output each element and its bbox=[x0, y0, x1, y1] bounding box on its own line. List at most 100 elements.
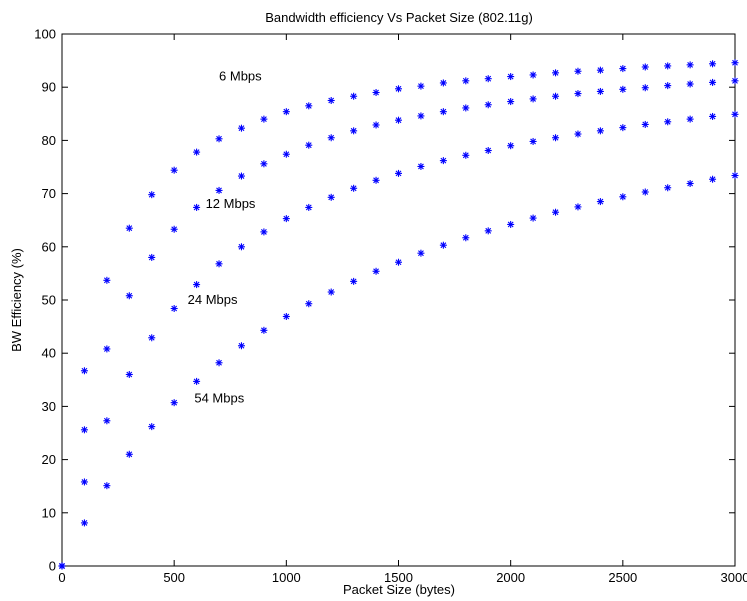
data-point bbox=[417, 82, 425, 90]
data-point bbox=[574, 67, 582, 75]
data-point bbox=[731, 172, 739, 180]
data-point bbox=[103, 276, 111, 284]
data-point bbox=[596, 66, 604, 74]
data-point bbox=[619, 85, 627, 93]
data-point bbox=[596, 127, 604, 135]
data-point bbox=[260, 326, 268, 334]
data-point bbox=[439, 108, 447, 116]
data-point bbox=[686, 61, 694, 69]
data-point bbox=[125, 450, 133, 458]
data-point bbox=[484, 101, 492, 109]
data-point bbox=[80, 478, 88, 486]
y-tick-label: 60 bbox=[42, 239, 56, 254]
y-tick-label: 10 bbox=[42, 505, 56, 520]
data-point bbox=[80, 519, 88, 527]
data-point bbox=[103, 482, 111, 490]
series-label: 12 Mbps bbox=[206, 196, 256, 211]
x-tick-label: 2500 bbox=[608, 570, 637, 585]
data-point bbox=[350, 127, 358, 135]
data-point bbox=[125, 370, 133, 378]
data-point bbox=[529, 137, 537, 145]
data-point bbox=[395, 116, 402, 124]
y-tick-label: 20 bbox=[42, 452, 56, 467]
data-point bbox=[507, 142, 515, 150]
series-label: 24 Mbps bbox=[188, 292, 238, 307]
data-point bbox=[193, 148, 201, 156]
data-point bbox=[327, 97, 335, 104]
data-point bbox=[193, 377, 201, 385]
data-point bbox=[484, 227, 492, 235]
data-point bbox=[215, 135, 223, 143]
data-point bbox=[282, 312, 290, 320]
data-point bbox=[529, 95, 537, 103]
y-tick-label: 100 bbox=[34, 27, 56, 42]
data-point bbox=[731, 110, 739, 118]
data-point bbox=[619, 65, 627, 73]
data-point bbox=[125, 224, 133, 232]
data-point bbox=[148, 334, 156, 342]
data-point bbox=[237, 342, 245, 350]
data-point bbox=[215, 260, 223, 268]
data-point bbox=[215, 359, 223, 367]
data-point bbox=[439, 157, 447, 165]
data-point bbox=[574, 203, 582, 211]
data-point bbox=[372, 89, 380, 97]
y-tick-label: 40 bbox=[42, 346, 56, 361]
data-point bbox=[237, 243, 245, 251]
data-point bbox=[686, 115, 694, 123]
data-point bbox=[574, 90, 582, 98]
data-point bbox=[80, 426, 88, 434]
data-point bbox=[350, 184, 358, 192]
data-point bbox=[372, 267, 380, 275]
data-point bbox=[507, 220, 515, 228]
chart-title: Bandwidth efficiency Vs Packet Size (802… bbox=[265, 10, 533, 25]
y-tick-label: 70 bbox=[42, 186, 56, 201]
data-point bbox=[484, 75, 492, 83]
data-point bbox=[80, 367, 88, 375]
data-point bbox=[664, 184, 672, 192]
data-point bbox=[125, 292, 133, 300]
data-point bbox=[417, 249, 425, 257]
data-point bbox=[260, 228, 268, 236]
data-point bbox=[282, 215, 290, 223]
data-point bbox=[395, 258, 402, 266]
y-tick-label: 50 bbox=[42, 293, 56, 308]
data-point bbox=[260, 115, 268, 123]
data-point bbox=[596, 198, 604, 206]
data-point bbox=[552, 208, 560, 216]
data-point bbox=[664, 62, 672, 70]
data-point bbox=[193, 281, 201, 289]
data-point bbox=[462, 151, 470, 159]
x-tick-label: 0 bbox=[58, 570, 65, 585]
data-point bbox=[731, 77, 739, 85]
data-point bbox=[686, 80, 694, 88]
data-point bbox=[417, 112, 425, 120]
data-point bbox=[439, 241, 447, 249]
y-tick-label: 0 bbox=[49, 559, 56, 574]
data-point bbox=[103, 417, 111, 425]
data-point bbox=[58, 562, 66, 570]
data-point bbox=[170, 225, 178, 233]
data-point bbox=[709, 78, 717, 86]
data-point bbox=[529, 214, 537, 222]
data-point bbox=[552, 69, 560, 77]
y-axis-label: BW Efficiency (%) bbox=[9, 248, 24, 352]
data-point bbox=[507, 73, 515, 81]
data-point bbox=[350, 92, 358, 100]
data-point bbox=[462, 77, 470, 85]
data-point bbox=[484, 147, 492, 155]
data-point bbox=[709, 175, 717, 183]
x-tick-label: 500 bbox=[163, 570, 185, 585]
data-point bbox=[305, 300, 313, 308]
data-point bbox=[282, 108, 290, 116]
series-54-mbps bbox=[58, 172, 739, 570]
data-point bbox=[395, 169, 402, 177]
data-point bbox=[552, 134, 560, 142]
x-tick-label: 3000 bbox=[721, 570, 747, 585]
x-axis-label: Packet Size (bytes) bbox=[343, 582, 455, 597]
data-point bbox=[641, 63, 649, 71]
data-point bbox=[709, 60, 717, 68]
data-point bbox=[641, 120, 649, 128]
data-point bbox=[148, 253, 156, 261]
